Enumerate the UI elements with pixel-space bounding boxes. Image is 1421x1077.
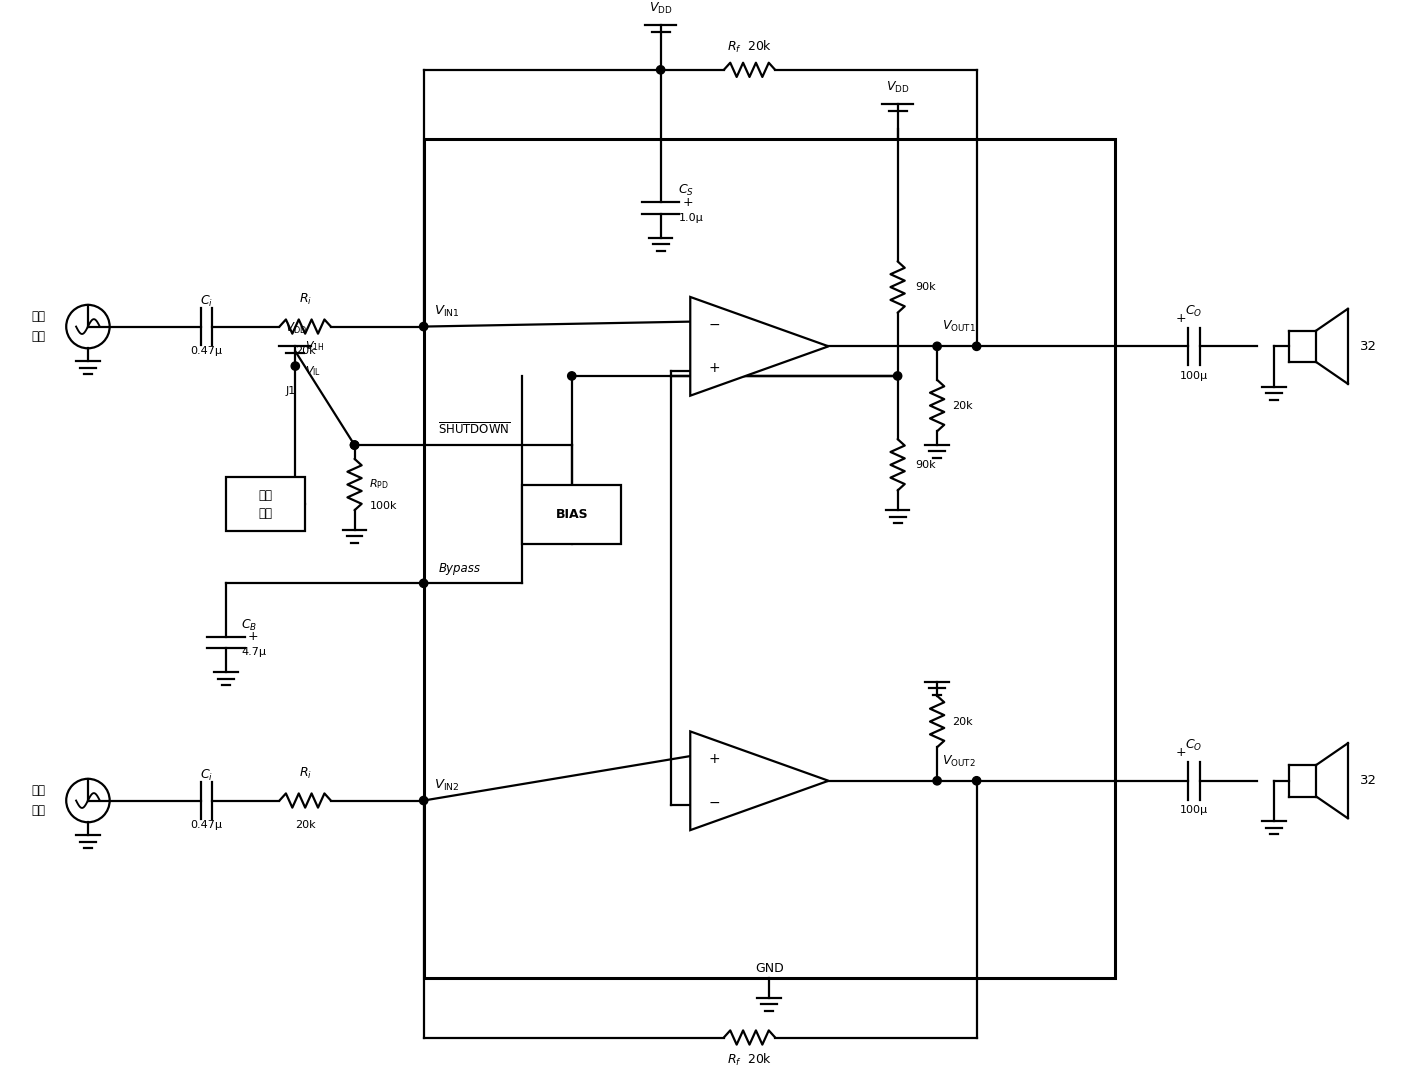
Text: 关断: 关断 <box>259 489 273 502</box>
Text: GND: GND <box>755 962 783 976</box>
Text: −: − <box>708 796 719 810</box>
Text: $C_O$: $C_O$ <box>1185 304 1202 319</box>
Text: 1.0μ: 1.0μ <box>678 213 703 223</box>
Circle shape <box>934 342 941 350</box>
Text: 音频: 音频 <box>31 310 45 323</box>
Text: $C_S$: $C_S$ <box>678 183 695 198</box>
Circle shape <box>567 372 576 380</box>
Text: 100k: 100k <box>369 501 396 512</box>
Circle shape <box>419 322 428 331</box>
Circle shape <box>972 342 980 350</box>
Text: $V_{\rm 1H}$: $V_{\rm 1H}$ <box>306 339 325 353</box>
Text: $C_B$: $C_B$ <box>242 617 257 632</box>
Text: $\overline{\rm SHUTDOWN}$: $\overline{\rm SHUTDOWN}$ <box>439 421 512 437</box>
Polygon shape <box>226 477 306 531</box>
Text: +: + <box>1175 746 1187 759</box>
Circle shape <box>934 777 941 785</box>
Circle shape <box>351 440 358 449</box>
Text: +: + <box>708 752 719 766</box>
Text: $V_{\rm DD}$: $V_{\rm DD}$ <box>286 321 307 336</box>
Text: 输入: 输入 <box>31 803 45 816</box>
Text: −: − <box>708 318 719 332</box>
Text: $V_{\rm OUT1}$: $V_{\rm OUT1}$ <box>942 320 976 335</box>
Text: 100μ: 100μ <box>1179 806 1208 815</box>
Text: $C_i$: $C_i$ <box>200 768 213 783</box>
Text: BIAS: BIAS <box>556 507 588 520</box>
Circle shape <box>419 579 428 587</box>
Text: 控制: 控制 <box>259 506 273 520</box>
Text: $R_f$  20k: $R_f$ 20k <box>728 39 772 55</box>
Polygon shape <box>523 485 621 544</box>
Text: 4.7μ: 4.7μ <box>242 647 266 657</box>
Text: $V_{\rm IL}$: $V_{\rm IL}$ <box>306 364 321 378</box>
Text: $V_{\rm OUT2}$: $V_{\rm OUT2}$ <box>942 754 976 769</box>
Text: 0.47μ: 0.47μ <box>190 347 223 356</box>
Circle shape <box>419 796 428 805</box>
Text: +: + <box>708 361 719 375</box>
Text: 20k: 20k <box>952 716 972 727</box>
Text: 20k: 20k <box>294 821 315 830</box>
Text: J1: J1 <box>286 386 296 396</box>
Circle shape <box>972 777 980 785</box>
Circle shape <box>351 440 358 449</box>
Text: 0.47μ: 0.47μ <box>190 821 223 830</box>
Text: +: + <box>1175 311 1187 324</box>
Text: 32: 32 <box>1360 340 1377 353</box>
Text: $R_i$: $R_i$ <box>298 766 311 781</box>
Text: 32: 32 <box>1360 774 1377 787</box>
Text: $R_f$  20k: $R_f$ 20k <box>728 1052 772 1068</box>
Circle shape <box>657 66 665 74</box>
Text: $V_{\rm IN1}$: $V_{\rm IN1}$ <box>433 304 459 319</box>
Text: 100μ: 100μ <box>1179 370 1208 381</box>
Text: $R_i$: $R_i$ <box>298 292 311 307</box>
Text: 90k: 90k <box>915 460 936 470</box>
Text: 20k: 20k <box>294 347 315 356</box>
Polygon shape <box>691 731 828 830</box>
Text: 音频: 音频 <box>31 784 45 797</box>
Text: $V_{\rm IN2}$: $V_{\rm IN2}$ <box>433 778 459 793</box>
Text: $C_O$: $C_O$ <box>1185 738 1202 753</box>
Text: $V_{\rm DD}$: $V_{\rm DD}$ <box>885 80 909 95</box>
Text: $C_i$: $C_i$ <box>200 294 213 309</box>
Text: Bypass: Bypass <box>439 562 480 575</box>
Text: 20k: 20k <box>952 401 972 410</box>
Text: +: + <box>247 630 259 643</box>
Circle shape <box>291 362 300 370</box>
Text: $V_{\rm DD}$: $V_{\rm DD}$ <box>649 0 672 15</box>
Circle shape <box>894 372 902 380</box>
Text: $R_{\rm PD}$: $R_{\rm PD}$ <box>369 478 389 491</box>
Text: +: + <box>682 196 693 209</box>
Polygon shape <box>691 297 828 395</box>
Text: 输入: 输入 <box>31 330 45 342</box>
Text: 90k: 90k <box>915 282 936 292</box>
